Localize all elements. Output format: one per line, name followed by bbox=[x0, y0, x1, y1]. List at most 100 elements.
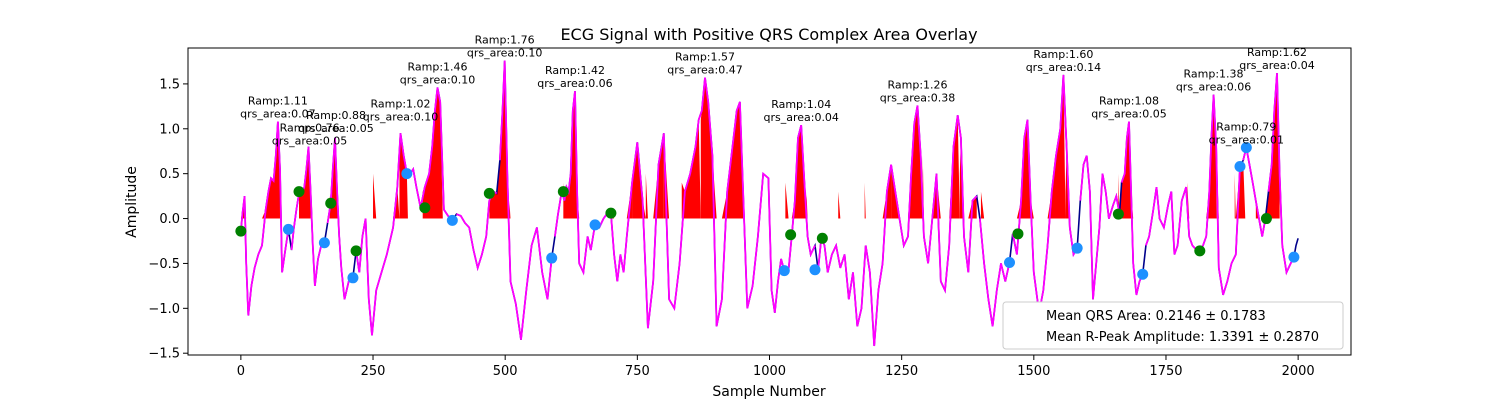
y-tick-label: 0.0 bbox=[159, 212, 180, 227]
qrs-area-label: qrs_area:0.14 bbox=[1026, 61, 1101, 74]
x-tick-label: 1000 bbox=[753, 364, 786, 379]
y-tick-label: 0.5 bbox=[159, 167, 180, 182]
qrs-offset-marker bbox=[293, 186, 305, 198]
x-tick-label: 1750 bbox=[1149, 364, 1182, 379]
ecg-qrs-segment-line bbox=[240, 121, 290, 316]
ecg-qrs-segment-line bbox=[290, 146, 325, 287]
y-tick-label: 1.5 bbox=[159, 77, 180, 92]
r-peak-amplitude-label: Ramp:1.26 bbox=[887, 78, 947, 91]
qrs-area-label: qrs_area:0.47 bbox=[667, 64, 742, 77]
r-peak-amplitude-label: Ramp:0.88 bbox=[306, 109, 366, 122]
ecg-qrs-segment-line bbox=[409, 87, 453, 222]
qrs-onset-marker bbox=[446, 214, 458, 226]
x-tick-label: 2000 bbox=[1282, 364, 1315, 379]
qrs-area-label: qrs_area:0.05 bbox=[298, 122, 373, 135]
r-peak-amplitude-label: Ramp:1.04 bbox=[771, 98, 831, 111]
qrs-area-fill bbox=[240, 193, 254, 219]
qrs-offset-marker bbox=[785, 229, 797, 241]
qrs-area-fill bbox=[645, 133, 664, 219]
x-tick-label: 250 bbox=[361, 364, 386, 379]
qrs-onset-marker bbox=[1071, 242, 1083, 254]
ecg-qrs-segment-line bbox=[1199, 94, 1241, 296]
qrs-area-fill bbox=[980, 191, 1003, 219]
r-peak-annotations: Ramp:1.11qrs_area:0.07Ramp:0.76qrs_area:… bbox=[240, 34, 1315, 148]
qrs-boundary-markers bbox=[235, 142, 1300, 284]
qrs-area-fill bbox=[864, 164, 892, 219]
qrs-area-fill bbox=[785, 125, 807, 219]
qrs-area-label: qrs_area:0.01 bbox=[1209, 134, 1284, 147]
y-tick-label: −1.5 bbox=[148, 347, 180, 362]
ecg-qrs-segment-line bbox=[326, 137, 354, 300]
r-peak-amplitude-label: Ramp:1.02 bbox=[370, 97, 430, 110]
qrs-onset-marker bbox=[318, 237, 330, 249]
qrs-offset-marker bbox=[1112, 208, 1124, 220]
legend-box bbox=[1002, 301, 1344, 350]
ecg-signal-lines bbox=[240, 60, 1299, 347]
qrs-offset-marker bbox=[350, 245, 362, 257]
x-tick-label: 500 bbox=[493, 364, 518, 379]
ecg-qrs-segment-line bbox=[817, 105, 978, 347]
qrs-offset-marker bbox=[1012, 228, 1024, 240]
qrs-area-fill bbox=[1033, 74, 1066, 219]
r-peak-amplitude-label: Ramp:1.76 bbox=[475, 34, 535, 47]
x-tick-label: 0 bbox=[237, 364, 245, 379]
qrs-area-fill bbox=[489, 60, 510, 219]
x-tick-label: 1250 bbox=[885, 364, 918, 379]
qrs-offset-marker bbox=[1194, 245, 1206, 257]
qrs-area-label: qrs_area:0.06 bbox=[537, 77, 612, 90]
qrs-offset-marker bbox=[235, 225, 247, 237]
legend-entry-mean-r-peak-amplitude: Mean R-Peak Amplitude: 1.3391 ± 0.2870 bbox=[1046, 330, 1319, 345]
r-peak-amplitude-label: Ramp:1.46 bbox=[407, 60, 467, 73]
x-tick-label: 750 bbox=[625, 364, 650, 379]
qrs-offset-marker bbox=[557, 186, 569, 198]
qrs-onset-marker bbox=[1240, 142, 1252, 154]
qrs-area-label: qrs_area:0.04 bbox=[1239, 59, 1314, 72]
qrs-area-label: qrs_area:0.06 bbox=[1176, 81, 1251, 94]
qrs-offset-marker bbox=[483, 187, 495, 199]
qrs-onset-marker bbox=[809, 264, 821, 276]
r-peak-amplitude-label: Ramp:1.60 bbox=[1033, 48, 1093, 61]
r-peak-amplitude-label: Ramp:0.76 bbox=[280, 122, 340, 135]
ecg-qrs-segment-line bbox=[1120, 121, 1144, 296]
qrs-area-label: qrs_area:0.05 bbox=[272, 135, 347, 148]
qrs-area-fill bbox=[959, 137, 977, 219]
x-axis-ticks: 0 250 500 750 1000 1250 1500 1750 2000 bbox=[237, 355, 1315, 379]
qrs-area-fill bbox=[422, 87, 443, 219]
r-peak-amplitude-label: Ramp:1.42 bbox=[545, 64, 605, 77]
qrs-area-label: qrs_area:0.10 bbox=[363, 110, 438, 123]
qrs-area-label: qrs_area:0.10 bbox=[400, 73, 475, 86]
r-peak-amplitude-label: Ramp:1.62 bbox=[1247, 46, 1307, 59]
qrs-offset-marker bbox=[816, 232, 828, 244]
x-tick-label: 1500 bbox=[1017, 364, 1050, 379]
qrs-offset-marker bbox=[325, 197, 337, 209]
r-peak-amplitude-label: Ramp:1.38 bbox=[1184, 68, 1244, 81]
qrs-onset-marker bbox=[1288, 251, 1300, 263]
ecg-qrs-segment-line bbox=[787, 124, 816, 271]
chart-title: ECG Signal with Positive QRS Complex Are… bbox=[560, 25, 977, 44]
ecg-qrs-segment-line bbox=[1145, 186, 1198, 255]
qrs-area-label: qrs_area:0.07 bbox=[240, 108, 315, 121]
y-tick-label: −1.0 bbox=[148, 302, 180, 317]
qrs-area-fill bbox=[262, 121, 280, 219]
qrs-area-fill bbox=[1255, 73, 1280, 219]
y-tick-label: 1.0 bbox=[159, 122, 180, 137]
qrs-offset-marker bbox=[419, 202, 431, 214]
ecg-qrs-segment-line bbox=[598, 77, 786, 329]
qrs-onset-marker bbox=[778, 265, 790, 277]
qrs-onset-marker bbox=[1137, 268, 1149, 280]
ecg-qrs-segment-line bbox=[1011, 74, 1078, 313]
qrs-offset-marker bbox=[1260, 213, 1272, 225]
r-peak-amplitude-label: Ramp:1.08 bbox=[1099, 95, 1159, 108]
qrs-area-fill bbox=[373, 173, 400, 219]
y-tick-label: −0.5 bbox=[148, 257, 180, 272]
r-peak-amplitude-label: Ramp:1.11 bbox=[248, 95, 308, 108]
qrs-area-label: qrs_area:0.10 bbox=[467, 47, 542, 60]
r-peak-amplitude-label: Ramp:1.57 bbox=[675, 51, 735, 64]
legend-entry-mean-qrs-area: Mean QRS Area: 0.2146 ± 0.1783 bbox=[1046, 309, 1266, 324]
y-axis-label: Amplitude bbox=[124, 166, 140, 238]
qrs-area-fill bbox=[610, 182, 633, 219]
qrs-area-label: qrs_area:0.04 bbox=[763, 111, 838, 124]
qrs-offset-marker bbox=[605, 207, 617, 219]
